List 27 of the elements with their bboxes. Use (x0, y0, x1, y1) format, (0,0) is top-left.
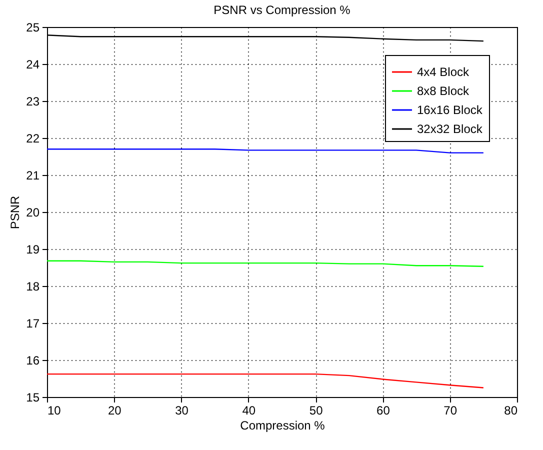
x-tick-label: 50 (309, 404, 324, 418)
legend-label: 4x4 Block (417, 65, 470, 79)
y-tick-label: 25 (26, 20, 40, 34)
legend-label: 8x8 Block (417, 84, 470, 98)
x-tick-label: 40 (242, 404, 256, 418)
y-tick-label: 22 (26, 132, 40, 146)
legend-label: 16x16 Block (417, 103, 484, 117)
legend-label: 32x32 Block (417, 122, 484, 136)
x-tick-label: 20 (108, 404, 122, 418)
x-axis-title: Compression % (240, 418, 326, 432)
y-axis-title: PSNR (8, 196, 22, 230)
y-tick-label: 19 (26, 242, 40, 256)
y-tick-label: 17 (26, 316, 40, 330)
line-series (46, 373, 484, 388)
y-tick-label: 15 (26, 390, 40, 404)
x-tick-label: 30 (175, 404, 189, 418)
y-tick-label: 23 (26, 94, 40, 108)
y-tick-label: 16 (26, 354, 40, 368)
y-tick-label: 21 (26, 168, 40, 182)
x-tick-label: 70 (444, 404, 458, 418)
y-tick-label: 24 (26, 58, 40, 72)
x-tick-label: 80 (504, 404, 518, 418)
y-tick-label: 20 (26, 206, 40, 220)
x-tick-label: 10 (48, 404, 62, 418)
y-tick-label: 18 (26, 280, 40, 294)
chart-title: PSNR vs Compression % (214, 3, 351, 17)
x-tick-label: 60 (376, 404, 390, 418)
